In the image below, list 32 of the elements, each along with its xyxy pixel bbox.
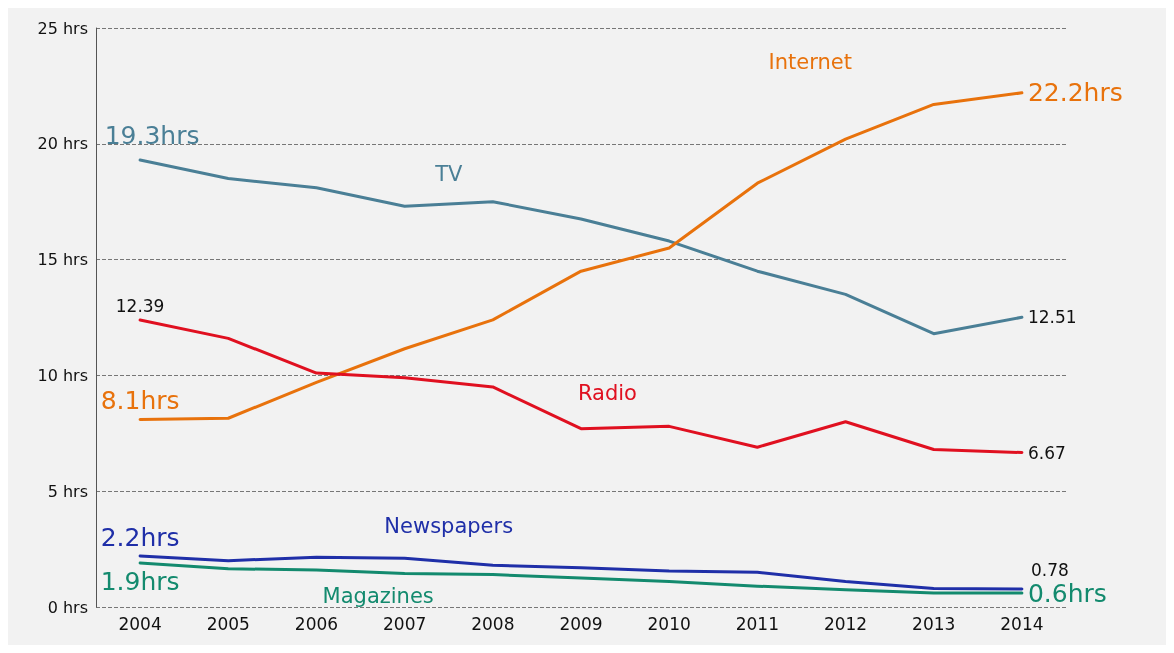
x-tick-label: 2011 — [735, 613, 779, 634]
x-tick-label: 2013 — [912, 613, 956, 634]
y-tick-label: 10 hrs — [37, 365, 88, 385]
data-label: 12.39 — [115, 295, 165, 316]
data-label: 0.6hrs — [1027, 578, 1107, 608]
series-label: TV — [434, 162, 463, 187]
x-tick-label: 2012 — [823, 613, 868, 634]
series-label: Radio — [577, 380, 637, 405]
y-tick-label: 0 hrs — [47, 597, 88, 617]
y-tick-label: 20 hrs — [37, 134, 88, 154]
x-tick-label: 2014 — [1000, 613, 1044, 634]
data-label: 12.51 — [1027, 307, 1077, 328]
data-label: 6.67 — [1027, 442, 1066, 463]
x-tick-label: 2009 — [559, 613, 603, 634]
data-label: 0.78 — [1030, 560, 1069, 581]
data-label: 22.2hrs — [1027, 78, 1123, 108]
x-tick-label: 2010 — [647, 613, 691, 634]
x-tick-label: 2008 — [471, 613, 515, 634]
text: Internet — [768, 49, 852, 74]
x-tick-label: 2004 — [118, 613, 162, 634]
x-tick-label: 2007 — [383, 613, 427, 634]
x-tick-label: 2005 — [206, 613, 250, 634]
y-tick-label: 5 hrs — [47, 481, 88, 501]
y-tick-label: 25 hrs — [37, 18, 88, 38]
y-tick-label: 15 hrs — [37, 250, 88, 270]
series-label: Newspapers — [384, 513, 514, 538]
data-label: 1.9hrs — [100, 567, 180, 596]
data-label: 2.2hrs — [100, 523, 180, 553]
data-label: 8.1hrs — [100, 386, 180, 416]
x-tick-label: 2006 — [294, 613, 339, 634]
data-label: 19.3hrs — [104, 121, 200, 151]
series-label: Magazines — [322, 584, 434, 609]
